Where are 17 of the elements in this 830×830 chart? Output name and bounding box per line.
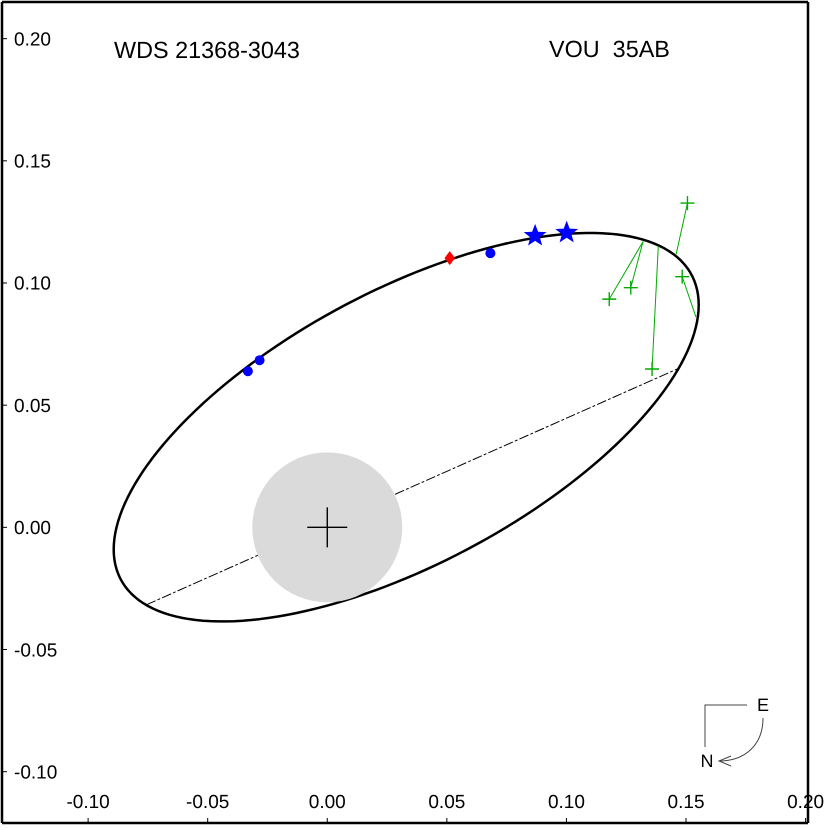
y-tick-label: 0.05 [14,396,51,417]
y-tick-label: -0.10 [14,762,58,784]
y-tick-label: 0.20 [14,29,51,50]
x-tick-label: 0.10 [548,792,585,813]
y-tick-label: 0.00 [14,518,51,540]
x-tick-label: 0.00 [308,792,346,813]
text: VOU 35AB [549,36,670,62]
x-tick-label: 0.15 [668,792,705,813]
x-tick-label: -0.10 [66,792,110,813]
annotation: N [700,751,714,771]
y-tick-label: 0.15 [14,152,51,173]
x-tick-label: -0.05 [186,792,230,813]
text: WDS 21368-3043 [114,37,300,63]
y-tick-label: -0.05 [14,640,58,662]
y-tick-label: 0.10 [14,274,51,295]
x-tick-label: 0.05 [428,792,466,813]
annotation: E [756,695,770,715]
